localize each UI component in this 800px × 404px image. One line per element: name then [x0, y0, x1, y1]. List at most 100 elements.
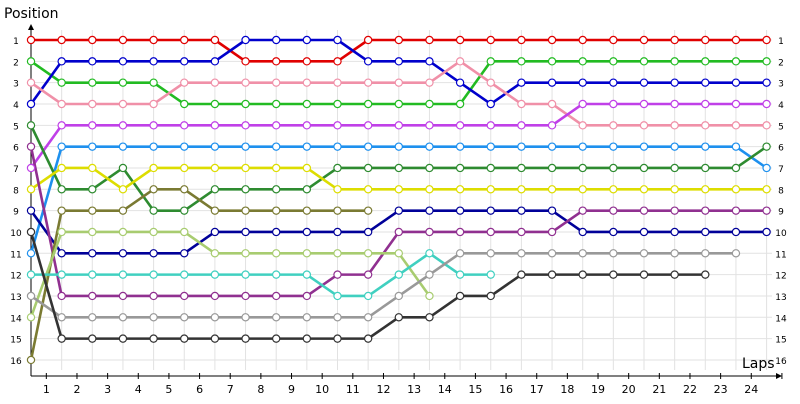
data-point	[670, 206, 679, 215]
data-point	[517, 185, 526, 194]
data-point	[118, 313, 128, 322]
data-point	[26, 355, 36, 365]
data-point	[639, 163, 649, 173]
data-point	[241, 227, 250, 237]
x-tick-label: 13	[407, 383, 421, 396]
data-point	[547, 57, 557, 66]
data-point	[333, 78, 342, 87]
data-point	[363, 206, 373, 215]
data-point	[701, 185, 710, 194]
y-tick-label-left: 10	[10, 229, 22, 239]
x-tick-label: 15	[468, 383, 482, 396]
x-tick-label: 5	[165, 383, 172, 396]
data-point	[486, 291, 495, 301]
y-tick-label-right: 3	[778, 80, 784, 90]
data-point	[57, 185, 66, 194]
data-point	[241, 163, 250, 173]
data-point	[455, 291, 465, 301]
data-point	[578, 78, 587, 87]
data-point	[609, 121, 618, 130]
x-tick-label: 6	[196, 383, 203, 396]
data-point	[701, 206, 710, 215]
data-point	[302, 249, 312, 258]
data-point	[394, 313, 403, 322]
data-point	[149, 142, 158, 151]
data-point	[333, 270, 342, 279]
data-point	[486, 78, 495, 87]
x-tick-label: 11	[346, 383, 360, 396]
data-point	[517, 163, 526, 173]
y-tick-label-left: 6	[13, 144, 19, 154]
series-line	[29, 188, 370, 362]
data-point	[517, 57, 526, 66]
data-point	[609, 185, 618, 194]
data-point	[486, 163, 495, 173]
data-point	[731, 121, 741, 130]
data-point	[118, 142, 128, 151]
data-point	[210, 270, 220, 279]
data-point	[333, 163, 342, 173]
data-point	[425, 57, 434, 66]
data-point	[272, 270, 281, 279]
data-point	[333, 57, 342, 66]
data-point	[88, 78, 97, 87]
data-point	[26, 99, 36, 109]
data-point	[241, 142, 250, 151]
x-axis-arrow	[776, 373, 782, 379]
data-point	[762, 57, 771, 66]
data-point	[88, 35, 97, 45]
data-point	[149, 57, 158, 66]
data-point	[333, 185, 342, 194]
data-point	[210, 57, 220, 66]
y-tick-label-right: 8	[778, 186, 784, 196]
data-point	[272, 206, 281, 215]
data-point	[26, 270, 36, 279]
series-line	[29, 230, 431, 319]
data-point	[180, 57, 189, 66]
data-point	[180, 121, 189, 130]
data-point	[210, 121, 220, 130]
data-point	[88, 121, 97, 130]
data-point	[547, 163, 557, 173]
data-point	[486, 142, 495, 151]
data-point	[118, 249, 128, 258]
data-point	[363, 99, 373, 109]
data-point	[701, 121, 710, 130]
data-point	[302, 185, 312, 194]
data-point	[118, 334, 128, 343]
data-point	[578, 57, 587, 66]
x-tick-label: 2	[73, 383, 80, 396]
data-point	[547, 99, 557, 109]
y-tick-label-right: 2	[778, 58, 784, 68]
data-point	[670, 121, 679, 130]
data-point	[57, 163, 66, 173]
data-point	[210, 142, 220, 151]
data-point	[701, 78, 710, 87]
y-tick-label-left: 9	[13, 208, 19, 218]
data-point	[701, 270, 710, 279]
data-point	[517, 227, 526, 237]
y-tick-label-right: 14	[775, 314, 787, 324]
data-point	[609, 99, 618, 109]
data-point	[241, 35, 250, 45]
data-point	[88, 185, 97, 194]
data-point	[180, 185, 189, 194]
data-point	[762, 35, 771, 45]
data-point	[639, 185, 649, 194]
data-point	[210, 78, 220, 87]
x-tick-label: 23	[714, 383, 728, 396]
data-point	[333, 227, 342, 237]
data-point	[609, 206, 618, 215]
data-point	[425, 249, 434, 258]
data-point	[88, 163, 97, 173]
y-tick-label-left: 5	[13, 122, 19, 132]
data-point	[731, 35, 741, 45]
data-point	[57, 334, 66, 343]
y-tick-label-left: 12	[10, 272, 21, 282]
y-tick-label-left: 2	[13, 58, 19, 68]
data-point	[272, 99, 281, 109]
data-point	[639, 99, 649, 109]
data-point	[88, 249, 97, 258]
data-point	[88, 142, 97, 151]
data-point	[57, 35, 66, 45]
